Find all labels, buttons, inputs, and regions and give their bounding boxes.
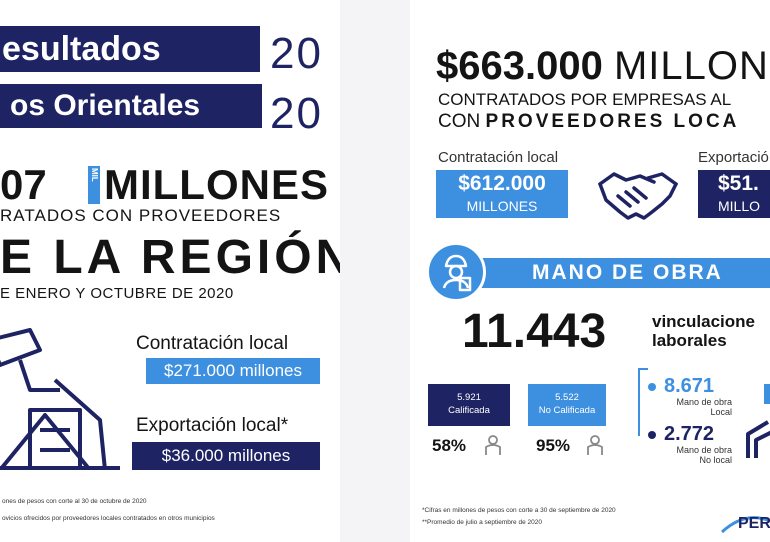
- right-local-unit: MILLONES: [466, 198, 538, 214]
- right-line-1: CONTRATADOS POR EMPRESAS AL: [438, 90, 732, 109]
- year-top: 20: [270, 29, 323, 78]
- right-line-2-prefix: CON: [438, 111, 481, 132]
- right-line-2-bold: PROVEEDORES LOCA: [485, 111, 740, 132]
- unqualified-box: 5.522 No Calificada: [528, 384, 606, 426]
- worker-icon: [442, 254, 472, 292]
- qualified-label: Calificada: [448, 405, 490, 416]
- person-icon: [587, 435, 603, 455]
- right-amount: $663.000: [436, 44, 603, 88]
- right-local-label: Contratación local: [438, 149, 559, 166]
- left-footnote-1: ones de pesos con corte al 30 de octubre…: [2, 498, 147, 505]
- timeline-line: [638, 368, 640, 436]
- qualified-count: 5.921: [457, 392, 481, 403]
- local-labor-count: 8.671: [664, 375, 715, 397]
- right-local-amount: $612.000: [458, 172, 546, 195]
- right-local-box: $612.000 MILLONES: [436, 170, 568, 218]
- logo-arc: [720, 516, 770, 534]
- timeline-dot-local: [648, 383, 656, 391]
- left-amount-word: MILLONES: [104, 161, 329, 208]
- left-local-value: $271.000 millones: [146, 358, 320, 384]
- timeline-dot-nonlocal: [648, 431, 656, 439]
- timeline-cap: [638, 368, 648, 370]
- house-icon: [746, 420, 770, 458]
- right-amount-word: MILLON: [613, 44, 769, 88]
- right-line-2: CON PROVEEDORES LOCA: [438, 111, 739, 133]
- right-export-amount: $51.: [718, 172, 759, 195]
- left-footnote-2: ovicios ofrecidos por proveedores locale…: [2, 515, 215, 522]
- person-icon: [485, 435, 501, 455]
- right-footnote-1: *Cifras en millones de pesos con corte a…: [422, 507, 616, 514]
- amount-unit-vertical: MIL: [88, 166, 100, 204]
- local-labor-label: Mano de obra Local: [676, 397, 732, 417]
- edge-accent: [764, 384, 770, 404]
- right-export-unit: MILLO: [718, 198, 761, 214]
- right-export-box: $51. MILLO: [698, 170, 770, 218]
- brand-logo-text: PER: [738, 515, 770, 532]
- right-export-label: Exportació: [698, 149, 769, 166]
- nonlocal-labor-label: Mano de obra No local: [676, 445, 732, 465]
- workforce-count: 11.443: [462, 305, 607, 358]
- oil-pump-icon: [0, 328, 120, 470]
- panel-gap: [340, 0, 410, 542]
- right-footnote-2: **Promedio de julio a septiembre de 2020: [422, 519, 542, 526]
- amount-unit-text: MIL: [90, 168, 99, 182]
- nonlocal-labor-count: 2.772: [664, 423, 715, 445]
- right-infographic: $663.000 MILLON CONTRATADOS POR EMPRESAS…: [410, 0, 770, 542]
- worker-badge: [426, 242, 486, 302]
- right-amount-line: $663.000 MILLON: [436, 44, 769, 88]
- section-title-bar: MANO DE OBRA: [466, 258, 770, 288]
- qualified-box: 5.921 Calificada: [428, 384, 510, 426]
- period-text: E ENERO Y OCTUBRE DE 2020: [0, 285, 234, 302]
- unqualified-pct: 95%: [536, 436, 571, 455]
- workforce-label-1: vinculacione: [652, 312, 755, 331]
- title-line-2: os Orientales: [0, 84, 262, 128]
- contracted-text: RATADOS CON PROVEEDORES: [0, 206, 282, 225]
- left-export-label: Exportación local*: [136, 415, 289, 436]
- qualified-pct: 58%: [432, 436, 467, 455]
- unqualified-label: No Calificada: [538, 405, 596, 416]
- handshake-icon: [598, 172, 678, 220]
- left-export-value: $36.000 millones: [132, 442, 320, 470]
- unqualified-count: 5.522: [555, 392, 579, 403]
- year-bottom: 20: [270, 89, 323, 138]
- left-amount: 07: [0, 161, 47, 208]
- left-local-label: Contratación local: [136, 333, 289, 354]
- region-text: E LA REGIÓN: [0, 231, 340, 284]
- workforce-label-2: laborales: [652, 331, 727, 350]
- left-infographic: esultados os Orientales 20 20 07 MIL MIL…: [0, 0, 340, 542]
- title-line-1: esultados: [0, 26, 260, 72]
